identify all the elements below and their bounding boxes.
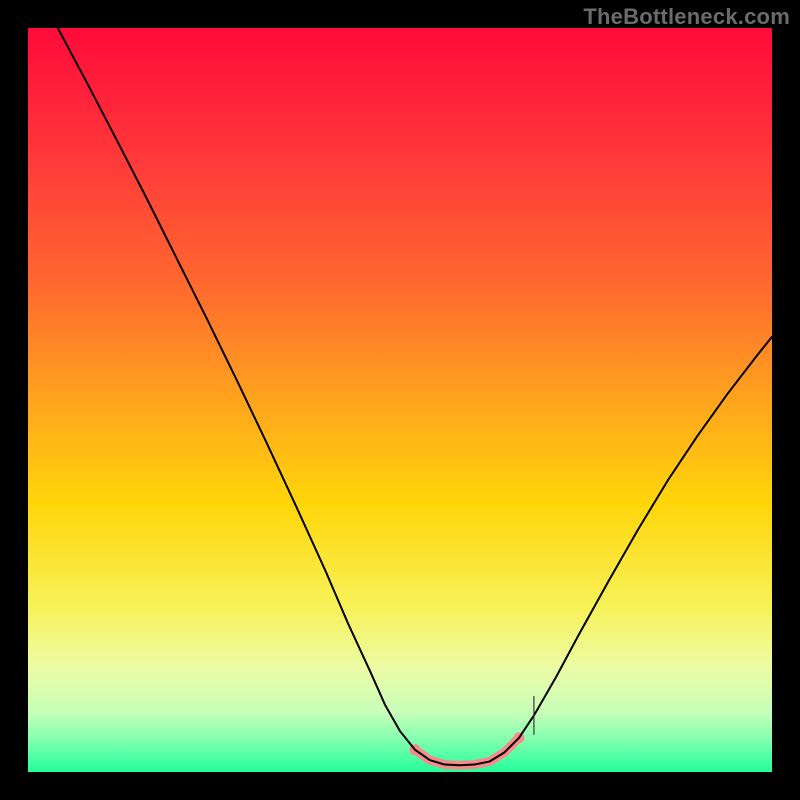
bottleneck-curve-chart	[0, 0, 800, 800]
plot-background	[28, 28, 772, 772]
chart-container: TheBottleneck.com	[0, 0, 800, 800]
watermark-text: TheBottleneck.com	[583, 4, 790, 30]
